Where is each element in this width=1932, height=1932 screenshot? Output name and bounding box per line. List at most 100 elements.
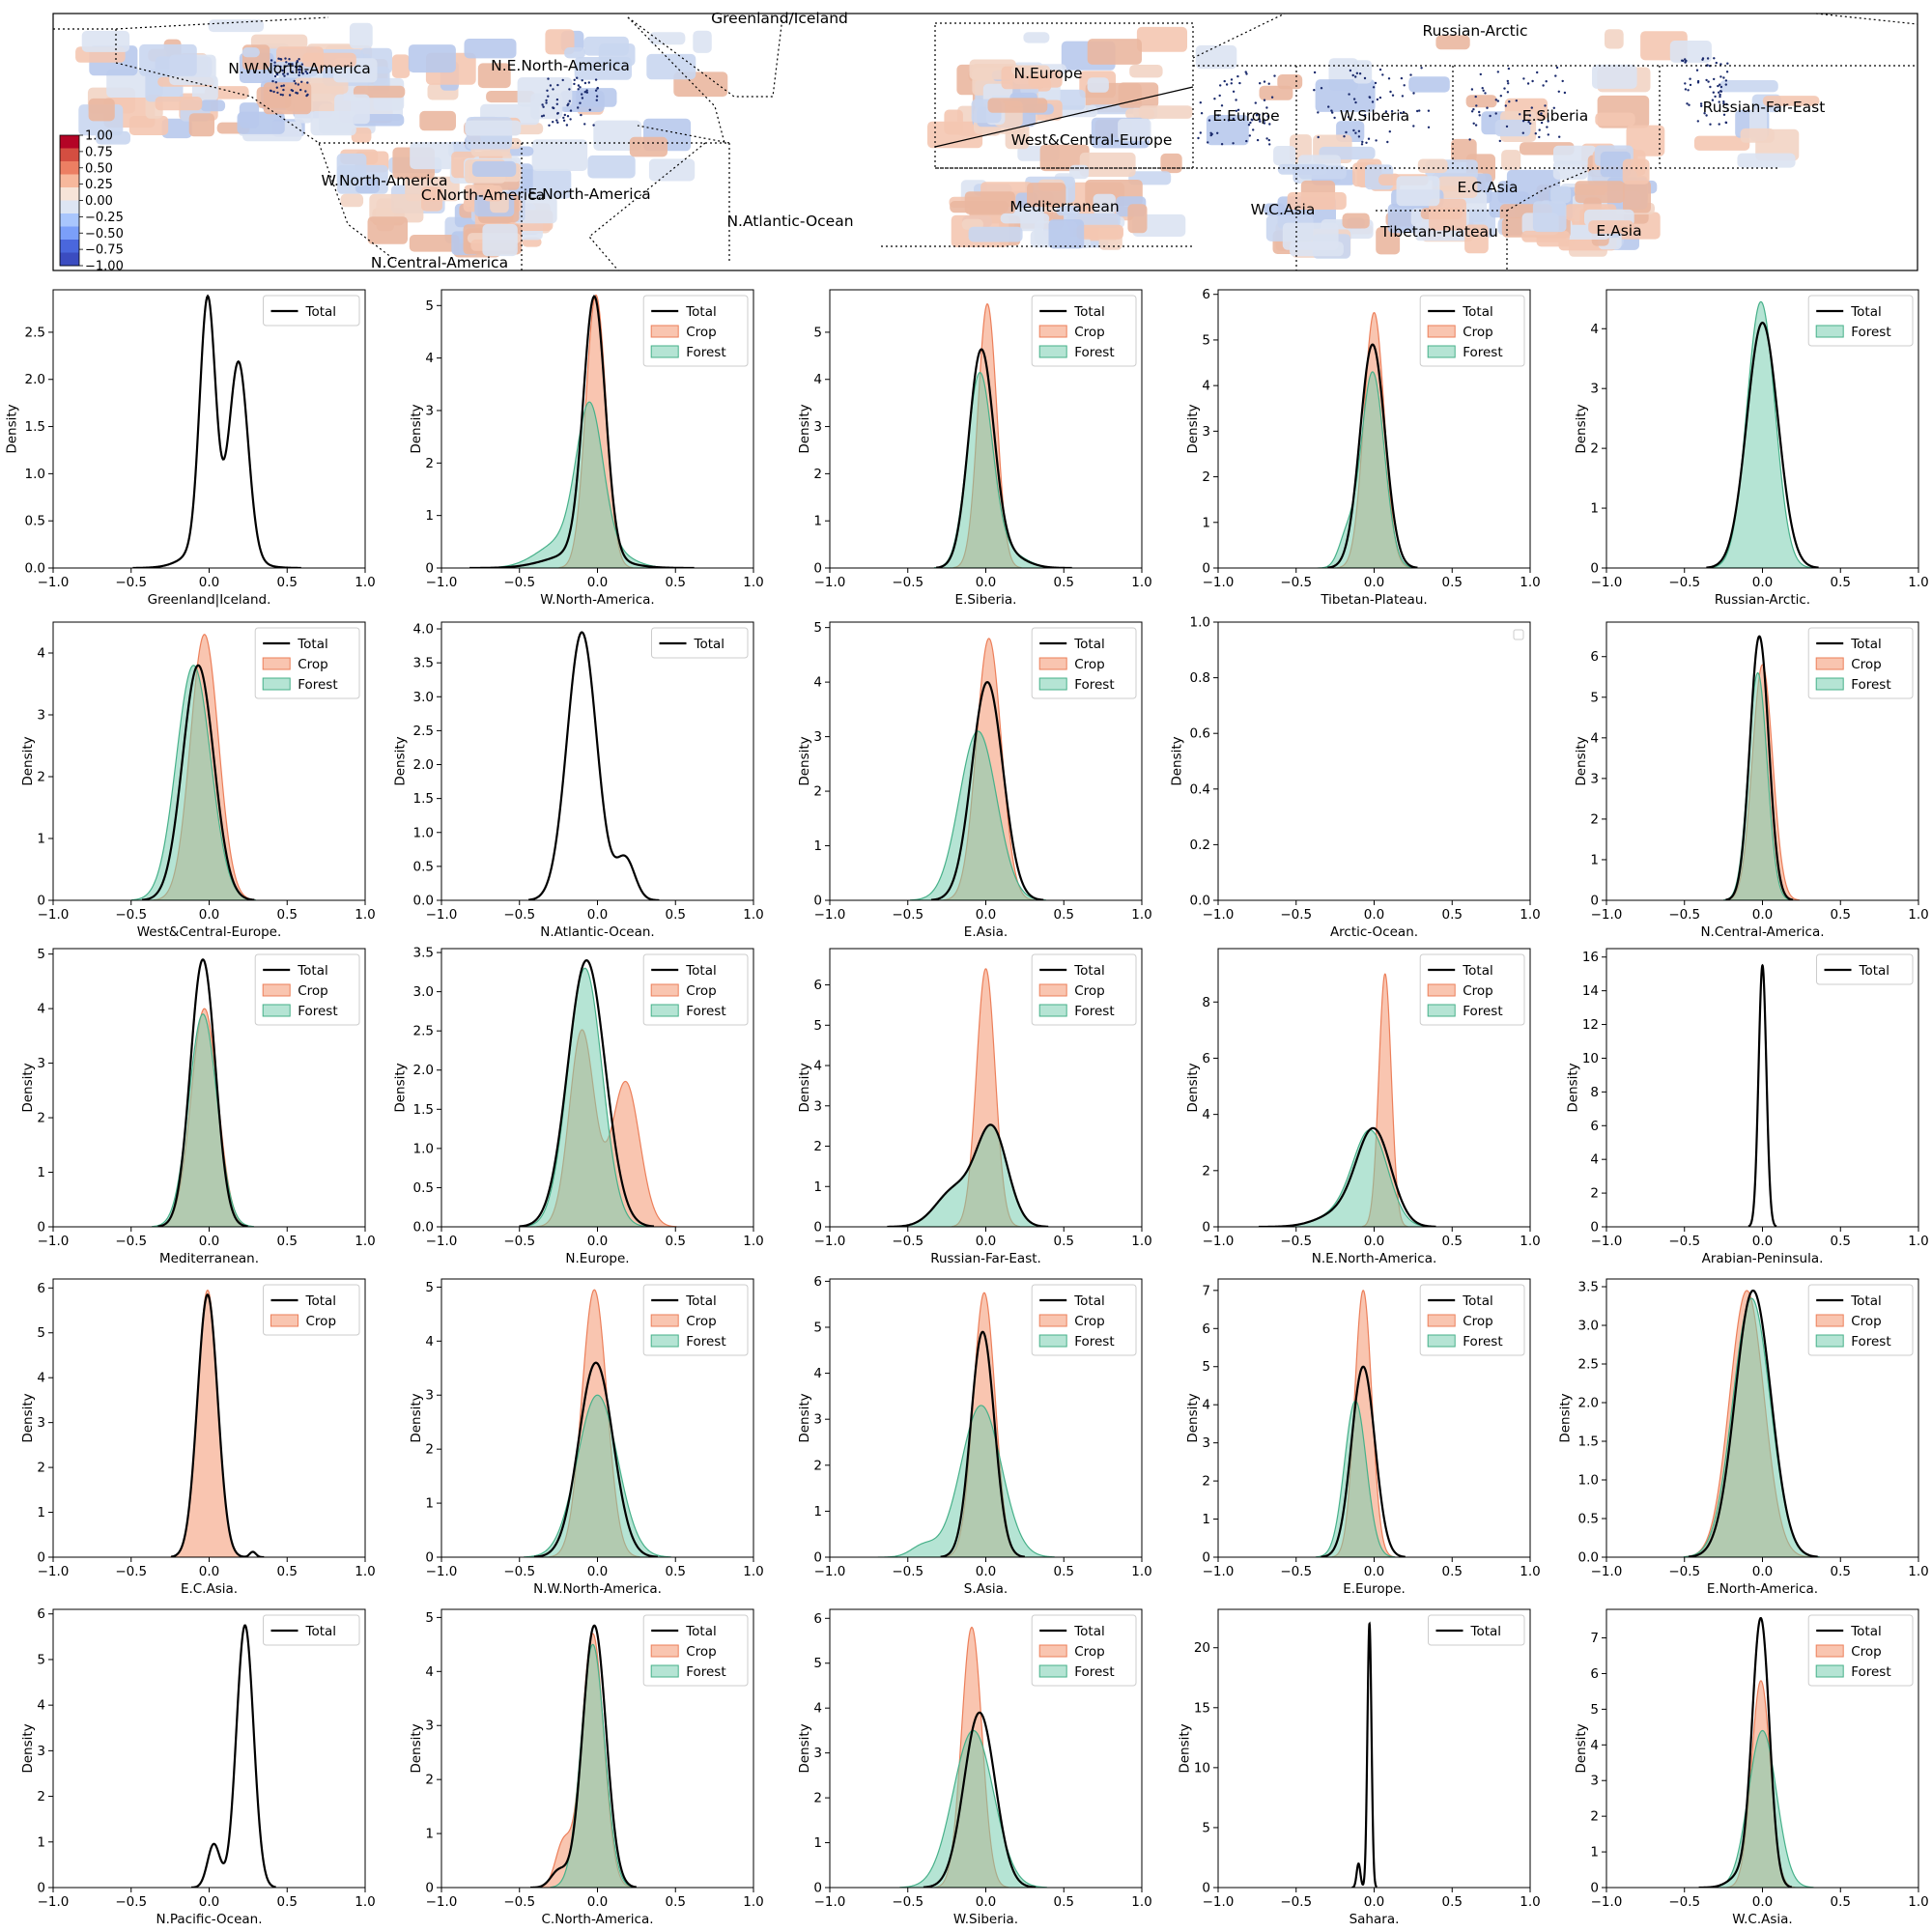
- y-tick-label: 2: [425, 1773, 434, 1788]
- map-stipple-dot: [566, 103, 569, 107]
- map-stipple-dot: [304, 70, 307, 73]
- y-tick-label: 6: [37, 1606, 45, 1622]
- map-land-cell: [1315, 79, 1376, 112]
- map-stipple-dot: [1505, 125, 1509, 128]
- map-region-label: W.C.Asia: [1251, 201, 1316, 218]
- total-density-line: [132, 294, 301, 568]
- map-stipple-dot: [1358, 72, 1362, 75]
- map-stipple-dot: [579, 86, 582, 89]
- x-axis-label: N.Atlantic-Ocean.: [540, 924, 654, 940]
- map-stipple-dots: [269, 57, 1729, 146]
- y-tick-label: 1.5: [413, 791, 434, 807]
- y-tick-label: 1.0: [1578, 1473, 1599, 1489]
- legend-crop-label: Crop: [1851, 657, 1882, 672]
- y-tick-label: 0.5: [25, 514, 45, 529]
- y-tick-label: 0: [1590, 561, 1599, 577]
- legend: Total Crop Forest: [1807, 1284, 1914, 1356]
- legend-forest-label: Forest: [1463, 1334, 1502, 1350]
- map-land-cell: [1605, 29, 1624, 49]
- map-land-cell: [200, 99, 226, 112]
- map-stipple-dot: [1515, 99, 1519, 102]
- y-tick-label: 5: [813, 1320, 822, 1335]
- map-land-cell: [471, 160, 517, 177]
- legend-crop-label: Crop: [1074, 1314, 1105, 1329]
- x-axis-label: West&Central-Europe.: [137, 924, 282, 940]
- y-tick-label: 4: [1590, 1152, 1599, 1168]
- legend-crop-label: Crop: [306, 1314, 337, 1329]
- y-tick-label: 2: [813, 1139, 822, 1154]
- map-stipple-dot: [1247, 124, 1251, 127]
- x-tick-label: −1.0: [814, 575, 846, 590]
- y-tick-label: 0: [425, 1550, 434, 1566]
- y-tick-label: 0: [37, 894, 45, 909]
- x-tick-label: 0.0: [1364, 575, 1384, 590]
- legend-total-label: Total: [694, 637, 725, 652]
- map-land-cell: [408, 44, 456, 73]
- y-tick-label: 2.5: [413, 724, 434, 739]
- y-axis-label: Density: [797, 1393, 812, 1442]
- y-tick-label: 6: [37, 1281, 45, 1296]
- map-land-cell: [987, 98, 1048, 113]
- y-tick-label: 0.5: [413, 859, 434, 874]
- colorbar-segment: [60, 148, 79, 162]
- map-region-label: N.Atlantic-Ocean: [726, 213, 853, 230]
- total-density-line: [530, 1624, 638, 1888]
- legend-total-label: Total: [1462, 963, 1493, 979]
- y-tick-label: 6: [1202, 287, 1210, 302]
- map-stipple-dot: [555, 102, 558, 106]
- legend-crop-swatch: [1427, 983, 1456, 997]
- density-subplot: −1.0 −0.5 0.0 0.5 1.0 0 1 2 3 4 5 E.Siberia. Density…: [797, 289, 1152, 608]
- map-stipple-dot: [579, 101, 582, 104]
- legend-crop-swatch: [1038, 1644, 1067, 1658]
- y-tick-label: 2: [37, 1461, 45, 1476]
- legend-forest-swatch: [1038, 1334, 1067, 1348]
- map-land-cell: [336, 153, 367, 186]
- density-chart-grid: −1.0 −0.5 0.0 0.5 1.0 0.0 0.5 1.0 1.5 2.0 2.5 Green…: [4, 287, 1928, 1927]
- y-axis-label: Density: [797, 1063, 812, 1112]
- x-axis-label: N.Central-America.: [1700, 924, 1824, 940]
- y-tick-label: 3: [1202, 1435, 1210, 1451]
- x-tick-label: −0.5: [1668, 1894, 1700, 1910]
- map-stipple-dot: [1412, 125, 1415, 128]
- map-stipple-dot: [1355, 71, 1359, 75]
- map-region-label: W.Siberia: [1340, 107, 1409, 125]
- y-tick-label: 1: [813, 838, 822, 854]
- y-tick-label: 2: [1590, 441, 1599, 457]
- y-tick-label: 3: [37, 708, 45, 724]
- map-land-cell: [1464, 224, 1489, 254]
- map-stipple-dot: [1255, 113, 1259, 117]
- y-tick-label: 5: [425, 1610, 434, 1626]
- map-stipple-dot: [1494, 112, 1497, 115]
- y-tick-label: 5: [813, 620, 822, 636]
- y-tick-label: 3: [425, 403, 434, 418]
- map-stipple-dot: [1546, 126, 1548, 128]
- map-stipple-dot: [1682, 59, 1685, 63]
- legend: Total Crop Forest: [1419, 295, 1525, 367]
- y-tick-label: 1.5: [1578, 1435, 1599, 1450]
- map-stipple-dot: [1213, 98, 1216, 100]
- map-stipple-dot: [1227, 119, 1231, 122]
- map-stipple-dot: [1267, 138, 1271, 142]
- map-stipple-dot: [1506, 91, 1510, 94]
- map-region-label: Mediterranean: [1009, 198, 1119, 215]
- map-land-cell: [1494, 119, 1531, 137]
- map-region-label: W.North-America: [321, 172, 447, 189]
- density-subplot: −1.0 −0.5 0.0 0.5 1.0 0 1 2 3 4 5 C.North-America. D…: [409, 1608, 764, 1927]
- map-stipple-dot: [1472, 108, 1475, 111]
- x-tick-label: 1.0: [1520, 1234, 1540, 1249]
- x-tick-label: −1.0: [1203, 1564, 1235, 1579]
- map-stipple-dot: [1482, 89, 1485, 93]
- map-stipple-dot: [288, 58, 291, 61]
- plot-area: [170, 1289, 265, 1557]
- map-land-cell: [242, 47, 260, 58]
- total-density-line: [519, 959, 655, 1227]
- colorbar-tick-label: −0.50: [85, 227, 124, 242]
- y-tick-label: 0.0: [413, 1220, 434, 1236]
- map-stipple-dot: [1719, 63, 1722, 66]
- map-land-cell: [1069, 164, 1090, 180]
- y-tick-label: 1: [37, 1165, 45, 1180]
- x-tick-label: −0.5: [503, 1894, 535, 1910]
- legend-crop-swatch: [650, 983, 679, 997]
- x-tick-label: −1.0: [1591, 575, 1623, 590]
- legend-forest-swatch: [1038, 345, 1067, 358]
